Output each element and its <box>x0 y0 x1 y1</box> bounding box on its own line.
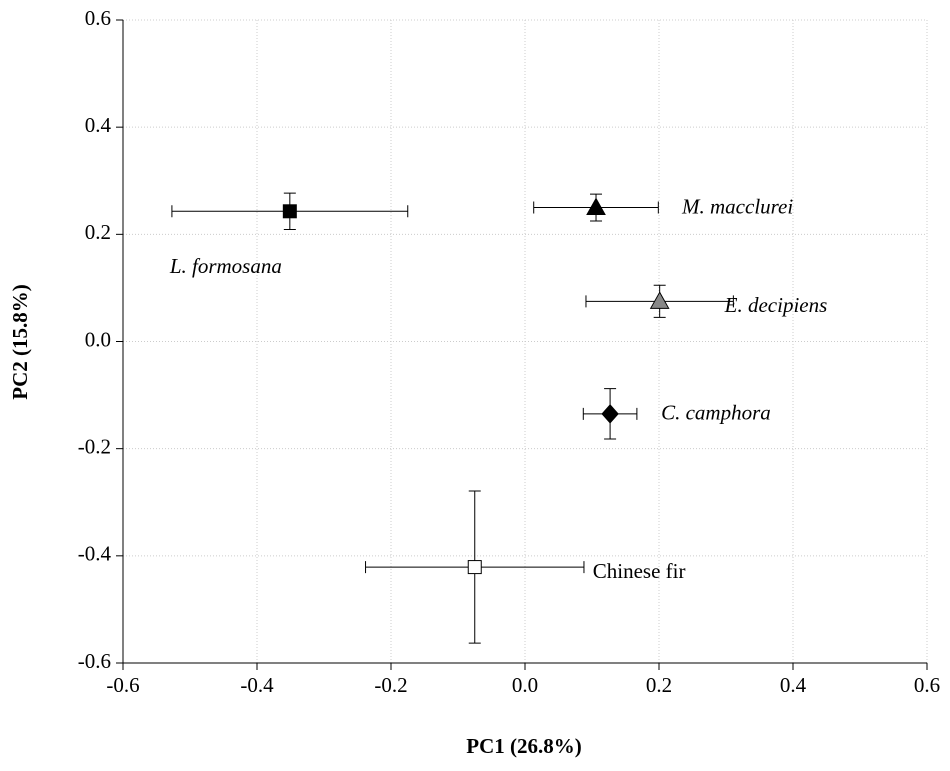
y-tick-label: 0.2 <box>85 220 111 244</box>
x-tick-label: 0.0 <box>512 673 538 697</box>
x-tick-label: -0.6 <box>106 673 139 697</box>
marker <box>601 404 619 424</box>
x-tick-label: 0.2 <box>646 673 672 697</box>
x-tick-label: 0.6 <box>914 673 940 697</box>
y-tick-label: -0.4 <box>78 542 112 566</box>
y-tick-label: 0.6 <box>85 6 111 30</box>
x-tick-label: -0.4 <box>240 673 274 697</box>
y-tick-label: 0.4 <box>85 113 112 137</box>
point-label: Chinese fir <box>593 559 686 583</box>
marker <box>586 197 606 216</box>
point-label: E. decipiens <box>724 293 828 317</box>
point-label: C. camphora <box>661 401 771 425</box>
marker <box>282 204 297 219</box>
marker <box>649 291 670 309</box>
point-label: M. macclurei <box>681 194 793 218</box>
y-tick-label: 0.0 <box>85 327 111 351</box>
y-tick-label: -0.6 <box>78 649 111 673</box>
x-tick-label: 0.4 <box>780 673 807 697</box>
y-axis-label: PC2 (15.8%) <box>8 284 32 399</box>
x-axis-label: PC1 (26.8%) <box>466 734 581 758</box>
x-tick-label: -0.2 <box>374 673 407 697</box>
y-tick-label: -0.2 <box>78 434 111 458</box>
marker <box>467 560 482 575</box>
point-label: L. formosana <box>169 254 282 278</box>
